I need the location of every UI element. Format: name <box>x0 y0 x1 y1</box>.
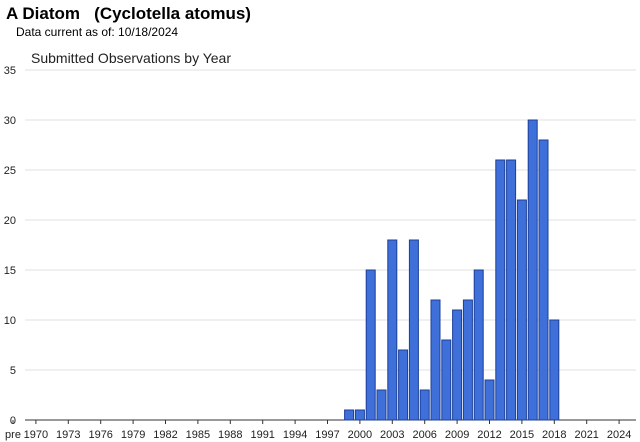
chart-title: Submitted Observations by Year <box>31 50 231 66</box>
bar-2013 <box>495 159 506 421</box>
bar-2004 <box>398 349 409 421</box>
bar-2011 <box>473 269 484 421</box>
x-tick-label: 2003 <box>380 429 404 441</box>
y-tick-label: 35 <box>4 65 16 77</box>
x-tick-label: 2024 <box>607 429 631 441</box>
bar-1999 <box>344 409 355 421</box>
data-current-date: Data current as of: 10/18/2024 <box>16 25 179 39</box>
x-tick-label: 1997 <box>315 429 339 441</box>
bar-2002 <box>376 389 387 421</box>
y-tick-label: 15 <box>4 265 16 277</box>
bar-2015 <box>516 199 527 421</box>
x-tick-label: 1988 <box>218 429 242 441</box>
y-tick-label: 30 <box>4 115 16 127</box>
x-tick-label: 2018 <box>542 429 566 441</box>
x-tick-label: 1982 <box>153 429 177 441</box>
y-tick-label: 25 <box>4 165 16 177</box>
bar-2016 <box>527 119 538 421</box>
x-tick-label: 1976 <box>88 429 112 441</box>
bar-2003 <box>387 239 398 421</box>
x-tick-label: 1973 <box>56 429 80 441</box>
x-tick-label: 2021 <box>574 429 598 441</box>
bar-2000 <box>354 409 365 421</box>
x-tick-label: 1991 <box>250 429 274 441</box>
bar-2006 <box>419 389 430 421</box>
x-tick-label: 1979 <box>121 429 145 441</box>
bar-2012 <box>484 379 495 421</box>
x-tick-label: 2012 <box>477 429 501 441</box>
x-tick-label: 2000 <box>348 429 372 441</box>
bar-2009 <box>452 309 463 421</box>
bar-2001 <box>365 269 376 421</box>
x-tick-label: pre <box>5 429 21 441</box>
x-tick-label: 2006 <box>412 429 436 441</box>
x-tick-label: 2015 <box>510 429 534 441</box>
bar-2017 <box>538 139 549 421</box>
y-tick-label: 10 <box>4 315 16 327</box>
bar-2010 <box>462 299 473 421</box>
y-tick-label: 5 <box>10 365 16 377</box>
x-tick-label: 2009 <box>445 429 469 441</box>
bar-2018 <box>549 319 560 421</box>
x-tick-label: 1985 <box>186 429 210 441</box>
x-tick-label: 1994 <box>283 429 307 441</box>
bar-2014 <box>506 159 517 421</box>
species-title: A Diatom (Cyclotella atomus) <box>6 4 251 23</box>
bar-2005 <box>408 239 419 421</box>
x-tick-label: 1970 <box>24 429 48 441</box>
bar-2007 <box>430 299 441 421</box>
y-tick-label: 20 <box>4 215 16 227</box>
bar-2008 <box>441 339 452 421</box>
